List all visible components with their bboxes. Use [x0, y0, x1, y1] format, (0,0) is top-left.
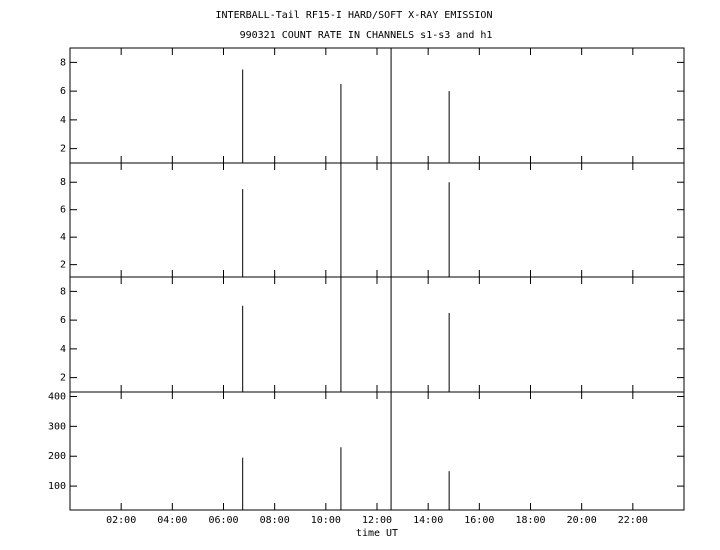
- y-tick-label: 8: [60, 286, 66, 297]
- y-tick-label: 4: [60, 232, 66, 243]
- x-tick-label: 20:00: [567, 515, 597, 526]
- x-tick-label: 04:00: [157, 515, 187, 526]
- y-tick-label: 6: [60, 86, 66, 97]
- y-tick-label: 4: [60, 344, 66, 355]
- y-tick-label: 2: [60, 144, 66, 155]
- panel-frame: [69, 276, 685, 393]
- x-tick-label: 18:00: [515, 515, 545, 526]
- panel-frame: [69, 162, 685, 278]
- x-tick-label: 10:00: [311, 515, 341, 526]
- x-tick-label: 14:00: [413, 515, 443, 526]
- y-tick-label: 6: [60, 315, 66, 326]
- x-tick-label: 12:00: [362, 515, 392, 526]
- y-tick-label: 6: [60, 205, 66, 216]
- chart-title: INTERBALL-Tail RF15-I HARD/SOFT X-RAY EM…: [216, 10, 493, 21]
- y-tick-label: 4: [60, 115, 66, 126]
- x-tick-label: 08:00: [260, 515, 290, 526]
- panel-frame: [69, 391, 685, 511]
- y-tick-label: 300: [48, 421, 66, 432]
- chart-subtitle: 990321 COUNT RATE IN CHANNELS s1-s3 and …: [240, 30, 493, 41]
- x-tick-label: 16:00: [464, 515, 494, 526]
- y-tick-label: 2: [60, 260, 66, 271]
- x-tick-label: 02:00: [106, 515, 136, 526]
- x-tick-label: 06:00: [208, 515, 238, 526]
- x-axis-label: time UT: [356, 528, 398, 539]
- y-tick-label: 100: [48, 481, 66, 492]
- y-tick-label: 400: [48, 391, 66, 402]
- y-tick-label: 2: [60, 373, 66, 384]
- y-tick-label: 200: [48, 451, 66, 462]
- x-tick-label: 22:00: [618, 515, 648, 526]
- y-tick-label: 8: [60, 57, 66, 68]
- panel-frame: [69, 47, 685, 164]
- y-tick-label: 8: [60, 177, 66, 188]
